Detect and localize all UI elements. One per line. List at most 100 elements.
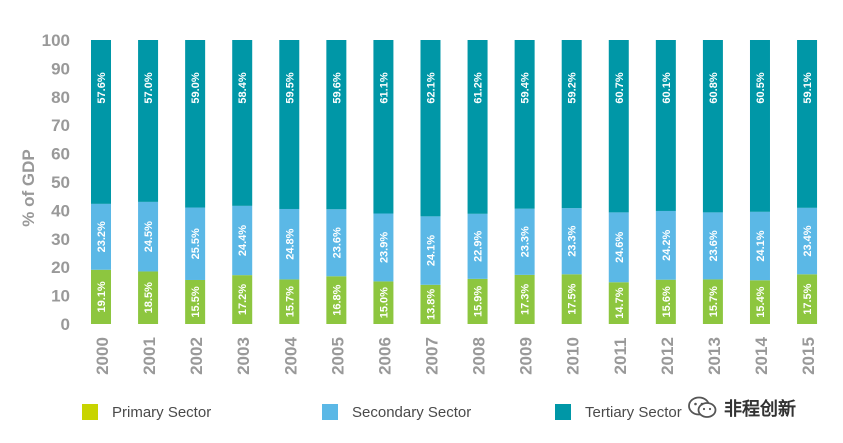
bar-tertiary-2004	[279, 40, 300, 209]
bar-primary-2006	[373, 281, 394, 324]
y-tick-label: 80	[51, 88, 70, 107]
data-label: 15.7%	[708, 286, 720, 317]
y-tick-label: 60	[51, 145, 70, 164]
bar-secondary-2010	[561, 208, 582, 275]
data-label: 57.6%	[96, 72, 108, 103]
bar-tertiary-2010	[561, 40, 582, 209]
data-label: 59.4%	[520, 72, 532, 103]
data-label: 15.4%	[755, 286, 767, 317]
data-label: 15.9%	[473, 286, 485, 317]
x-tick-label: 2002	[187, 337, 206, 375]
y-tick-label: 70	[51, 116, 70, 135]
legend-swatch-secondary	[322, 404, 338, 420]
bar-primary-2001	[138, 271, 159, 324]
legend-label-tertiary: Tertiary Sector	[585, 403, 682, 421]
data-label: 60.8%	[708, 72, 720, 103]
data-label: 17.3%	[520, 284, 532, 315]
data-label: 14.7%	[614, 287, 626, 318]
data-label: 19.1%	[96, 281, 108, 312]
data-label: 61.2%	[473, 72, 485, 103]
bar-primary-2007	[420, 284, 441, 324]
x-tick-label: 2004	[281, 337, 300, 375]
bar-secondary-2006	[373, 213, 394, 282]
data-label: 25.5%	[190, 228, 202, 259]
data-label: 59.0%	[190, 72, 202, 103]
bar-tertiary-2003	[232, 40, 253, 206]
bar-primary-2005	[326, 276, 347, 324]
bar-tertiary-2014	[749, 40, 770, 212]
data-label: 59.1%	[802, 72, 814, 103]
bar-tertiary-2012	[655, 40, 676, 211]
x-tick-label: 2014	[752, 337, 771, 375]
y-tick-label: 30	[51, 230, 70, 249]
data-label: 23.3%	[567, 225, 579, 256]
data-label: 60.7%	[614, 72, 626, 103]
y-tick-label: 50	[51, 173, 70, 192]
x-tick-label: 2009	[517, 337, 536, 375]
bar-secondary-2012	[655, 210, 676, 280]
watermark-text: 非程创新	[724, 399, 796, 420]
data-label: 18.5%	[143, 282, 155, 313]
x-tick-label: 2011	[611, 338, 630, 375]
y-tick-label: 40	[51, 201, 70, 220]
data-label: 23.6%	[708, 230, 720, 261]
data-label: 59.2%	[567, 72, 579, 103]
bar-primary-2000	[91, 269, 111, 324]
data-label: 15.0%	[378, 287, 390, 318]
x-tick-label: 2007	[422, 337, 441, 375]
bar-secondary-2003	[232, 205, 253, 276]
data-label: 60.5%	[755, 72, 767, 103]
data-label: 57.0%	[143, 72, 155, 103]
bar-primary-2008	[467, 278, 488, 324]
bar-primary-2011	[608, 282, 629, 324]
x-tick-label: 2008	[470, 337, 489, 375]
bar-secondary-2007	[420, 216, 441, 285]
legend-item-primary: Primary Sector	[82, 400, 211, 424]
bar-primary-2014	[749, 280, 770, 324]
bar-secondary-2015	[797, 207, 818, 275]
bar-primary-2015	[797, 274, 818, 324]
bar-tertiary-2002	[185, 40, 206, 208]
x-tick-label: 2000	[93, 337, 112, 375]
data-label: 13.8%	[425, 289, 437, 320]
x-tick-label: 2015	[799, 337, 818, 375]
data-label: 24.2%	[661, 230, 673, 261]
bar-primary-2003	[232, 275, 253, 324]
data-label: 17.5%	[802, 283, 814, 314]
bar-secondary-2005	[326, 209, 347, 277]
y-axis-title: % of GDP	[19, 149, 38, 226]
stacked-bar-chart: % of GDP 0 10 20 30 40 50 60 70 80 90 100 19.1% 23.2%…	[19, 31, 818, 375]
bar-tertiary-2009	[514, 40, 535, 209]
data-label: 15.7%	[284, 286, 296, 317]
data-label: 24.4%	[237, 225, 249, 256]
bar-primary-2009	[514, 274, 535, 324]
y-tick-label: 10	[51, 287, 70, 306]
bar-tertiary-2001	[138, 40, 159, 202]
bar-secondary-2009	[514, 208, 535, 275]
data-label: 24.1%	[755, 230, 767, 261]
bar-tertiary-2013	[702, 40, 723, 213]
x-tick-label: 2001	[140, 337, 159, 375]
y-tick-label: 90	[51, 59, 70, 78]
bar-secondary-2014	[749, 211, 770, 281]
y-tick-label: 0	[61, 315, 70, 334]
data-label: 17.5%	[567, 283, 579, 314]
bar-tertiary-2006	[373, 40, 394, 214]
data-label: 16.8%	[331, 284, 343, 315]
bar-primary-2010	[561, 274, 582, 324]
data-label: 23.6%	[331, 227, 343, 258]
bar-primary-2012	[655, 279, 676, 324]
bar-tertiary-2015	[797, 40, 818, 208]
data-label: 59.6%	[331, 72, 343, 103]
bar-tertiary-2000	[91, 40, 111, 204]
x-tick-label: 2006	[375, 337, 394, 375]
data-label: 23.2%	[96, 221, 108, 252]
bar-tertiary-2005	[326, 40, 347, 210]
legend-item-tertiary: Tertiary Sector	[555, 400, 682, 424]
data-label: 15.5%	[190, 286, 202, 317]
data-label: 23.3%	[520, 226, 532, 257]
data-label: 22.9%	[473, 231, 485, 262]
data-label: 23.4%	[802, 225, 814, 256]
bar-primary-2013	[702, 279, 723, 324]
x-tick-label: 2012	[658, 337, 677, 375]
